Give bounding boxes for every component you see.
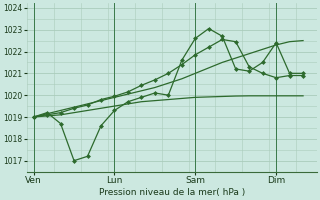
- X-axis label: Pression niveau de la mer( hPa ): Pression niveau de la mer( hPa ): [99, 188, 245, 197]
